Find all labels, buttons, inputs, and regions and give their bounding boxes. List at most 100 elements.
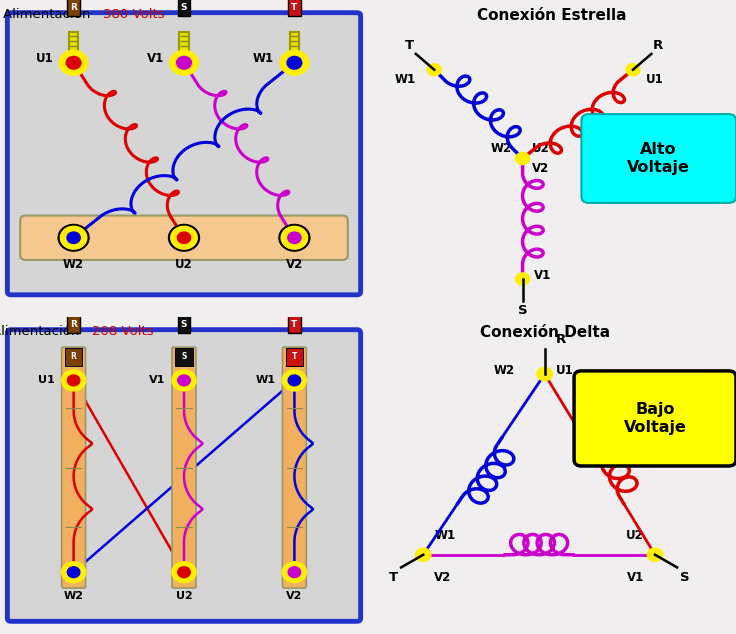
Text: U1: U1	[646, 73, 664, 86]
Circle shape	[626, 64, 640, 75]
Text: Bajo
Voltaje: Bajo Voltaje	[623, 402, 687, 435]
Circle shape	[62, 370, 85, 391]
Text: U1: U1	[35, 51, 54, 65]
FancyBboxPatch shape	[574, 371, 736, 466]
Text: V1: V1	[534, 269, 551, 282]
Circle shape	[280, 51, 308, 75]
FancyBboxPatch shape	[69, 32, 78, 51]
Text: W2: W2	[490, 142, 512, 155]
Circle shape	[177, 56, 191, 69]
Text: R: R	[654, 39, 663, 53]
Text: R: R	[70, 3, 77, 11]
Circle shape	[68, 375, 80, 385]
Circle shape	[177, 232, 191, 243]
Text: W2: W2	[494, 365, 515, 377]
Text: V2: V2	[434, 571, 451, 584]
FancyBboxPatch shape	[177, 315, 191, 333]
Text: W2: W2	[63, 591, 84, 601]
Text: V2: V2	[286, 591, 302, 601]
Text: T: T	[291, 3, 297, 11]
Text: Alimentación: Alimentación	[0, 325, 92, 338]
Text: S: S	[181, 3, 187, 11]
FancyBboxPatch shape	[581, 114, 736, 203]
Text: U2: U2	[175, 259, 193, 271]
Text: T: T	[291, 353, 297, 361]
Circle shape	[537, 368, 552, 380]
FancyBboxPatch shape	[286, 348, 303, 365]
FancyBboxPatch shape	[288, 315, 301, 333]
Text: 380 Volts: 380 Volts	[103, 8, 165, 21]
FancyBboxPatch shape	[177, 0, 191, 16]
FancyBboxPatch shape	[175, 348, 193, 365]
Text: U2: U2	[531, 142, 550, 155]
Circle shape	[428, 64, 441, 75]
Text: R: R	[556, 332, 566, 346]
Circle shape	[172, 562, 196, 582]
Text: U2: U2	[176, 591, 192, 601]
Circle shape	[62, 562, 85, 582]
Circle shape	[178, 375, 191, 385]
FancyBboxPatch shape	[7, 330, 361, 621]
FancyBboxPatch shape	[67, 0, 80, 16]
Text: R: R	[71, 353, 77, 361]
Text: Conexión Estrella: Conexión Estrella	[477, 8, 627, 23]
Circle shape	[68, 567, 80, 578]
FancyBboxPatch shape	[180, 32, 188, 51]
FancyBboxPatch shape	[290, 32, 299, 51]
Text: S: S	[679, 571, 690, 584]
Circle shape	[516, 153, 529, 164]
Text: Conexión Delta: Conexión Delta	[480, 325, 609, 340]
Circle shape	[60, 51, 88, 75]
Circle shape	[169, 224, 199, 251]
Circle shape	[66, 56, 81, 69]
Circle shape	[648, 548, 662, 561]
FancyBboxPatch shape	[67, 315, 80, 333]
FancyBboxPatch shape	[283, 347, 306, 588]
FancyBboxPatch shape	[288, 0, 301, 16]
FancyBboxPatch shape	[172, 347, 196, 588]
Circle shape	[172, 370, 196, 391]
Text: S: S	[517, 304, 528, 318]
Circle shape	[516, 273, 529, 285]
Text: T: T	[291, 320, 297, 328]
Text: V1: V1	[149, 375, 166, 385]
Text: W1: W1	[434, 529, 456, 542]
Circle shape	[289, 375, 301, 385]
Text: T: T	[405, 39, 414, 53]
Text: W1: W1	[256, 375, 276, 385]
FancyBboxPatch shape	[65, 348, 82, 365]
Text: R: R	[70, 320, 77, 328]
Circle shape	[283, 562, 306, 582]
Text: W2: W2	[63, 259, 84, 271]
Text: U1: U1	[556, 365, 573, 377]
Text: 208 Volts: 208 Volts	[92, 325, 154, 338]
Text: T: T	[389, 571, 398, 584]
FancyBboxPatch shape	[20, 216, 348, 260]
Circle shape	[288, 232, 301, 243]
Circle shape	[171, 226, 197, 249]
Circle shape	[289, 567, 301, 578]
Text: Alimentación: Alimentación	[3, 8, 103, 21]
Text: S: S	[181, 353, 187, 361]
Circle shape	[60, 226, 87, 249]
Circle shape	[281, 226, 308, 249]
Text: W1: W1	[394, 73, 416, 86]
Text: U2: U2	[626, 529, 644, 542]
Circle shape	[279, 224, 310, 251]
Circle shape	[283, 370, 306, 391]
Text: S: S	[181, 320, 187, 328]
Circle shape	[287, 56, 302, 69]
Text: W1: W1	[253, 51, 274, 65]
Circle shape	[416, 548, 431, 561]
Circle shape	[58, 224, 89, 251]
Text: U1: U1	[38, 375, 55, 385]
Text: Alto
Voltaje: Alto Voltaje	[627, 142, 690, 175]
Circle shape	[178, 567, 191, 578]
Text: V1: V1	[627, 571, 644, 584]
Text: V1: V1	[146, 51, 164, 65]
FancyBboxPatch shape	[62, 347, 85, 588]
FancyBboxPatch shape	[7, 13, 361, 295]
Circle shape	[170, 51, 198, 75]
Text: V2: V2	[531, 162, 549, 175]
Text: V2: V2	[286, 259, 303, 271]
